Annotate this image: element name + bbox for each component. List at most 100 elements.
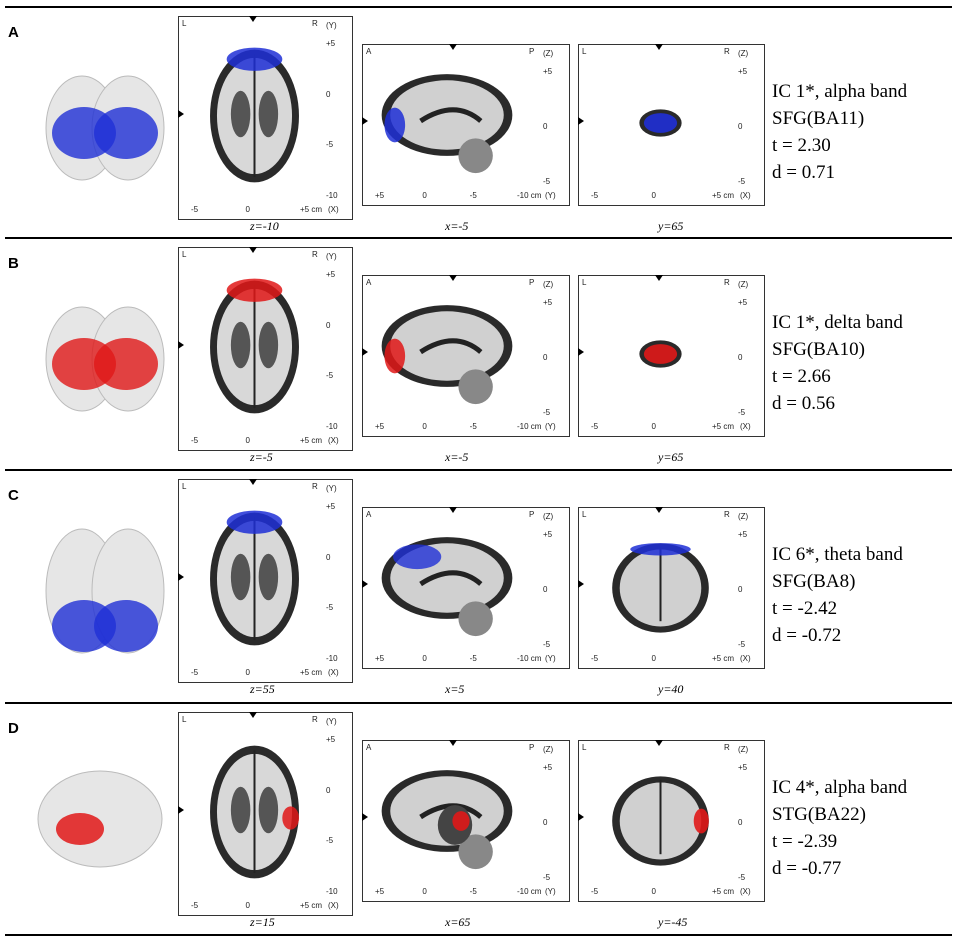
slice-marker-top [654, 740, 663, 746]
y-tick-label: -5 [326, 371, 334, 381]
y-tick-label: 0 [543, 353, 548, 362]
axis-label-horizontal: (Y) [545, 191, 556, 200]
axis-label-vertical: (Y) [326, 717, 337, 726]
axial-slice-caption: z=-5 [250, 450, 273, 464]
y-tick-label: +5 [326, 270, 336, 279]
x-tick-label: 0 [245, 436, 250, 445]
x-tick-label: 0 [422, 887, 427, 896]
x-tick-label: 0 [651, 422, 656, 431]
figure-row-b: B L R (Y) (X) +5 0 -5 -10 -5 0 +5 cm A P (Z) (Y) +5 0 -5 +5… [0, 239, 957, 467]
slice-marker-left [362, 813, 368, 821]
x-tick-label: -5 [469, 887, 477, 896]
sagittal-view-panel: A P (Z) (Y) +5 0 -5 +5 0 -5 -10 cm [362, 275, 570, 437]
panel-letter: B [8, 255, 19, 272]
y-tick-label: 0 [326, 785, 331, 795]
x-tick-label: +5 cm [712, 422, 735, 431]
top-rule [5, 6, 952, 8]
sagittal-brain-slice [381, 305, 513, 405]
y-tick-label: 0 [326, 89, 331, 99]
slice-marker-top [248, 16, 257, 22]
axis-label-vertical: (Y) [326, 484, 337, 493]
axis-label-vertical: (Z) [738, 512, 749, 521]
y-tick-label: -5 [738, 873, 746, 882]
x-tick-label: +5 cm [300, 436, 323, 445]
figure-row-d: D L R (Y) (X) +5 0 -5 -10 -5 0 +5 cm A P (Z) (Y) +5 0 -5 +5… [0, 704, 957, 932]
y-tick-label: -5 [543, 640, 551, 649]
x-tick-label: +5 cm [300, 901, 323, 910]
orientation-label-left: L [182, 19, 187, 28]
x-tick-label: -5 [469, 654, 477, 663]
axis-label-vertical: (Z) [543, 280, 554, 289]
region-label: SFG(BA11) [772, 108, 865, 129]
axis-label-horizontal: (X) [740, 191, 751, 200]
slice-marker-left [578, 813, 584, 821]
x-tick-label: -5 [591, 422, 599, 431]
y-tick-label: -5 [738, 640, 746, 649]
effect-size: d = -0.77 [772, 858, 842, 879]
x-tick-label: -5 [191, 668, 199, 677]
row-divider [5, 237, 952, 239]
orientation-label-left: L [182, 250, 187, 259]
orientation-label-left: L [582, 278, 587, 287]
x-tick-label: +5 cm [300, 205, 323, 214]
y-tick-label: -10 [326, 422, 338, 431]
slice-marker-top [449, 507, 457, 513]
orientation-label-left: A [366, 510, 372, 519]
y-tick-label: 0 [738, 585, 743, 594]
figure-row-a: A L R (Y) (X) +5 0 -5 -10 -5 0 +5 cm A P (Z) (Y) +5 0 -5 +5… [0, 8, 957, 236]
x-tick-label: -5 [191, 436, 199, 445]
x-tick-label: -5 [191, 205, 199, 214]
x-tick-label: 0 [245, 901, 250, 910]
y-tick-label: +5 [738, 67, 748, 76]
axial-view-panel: L R (Y) (X) +5 0 -5 -10 -5 0 +5 cm [178, 712, 353, 916]
axial-slice-caption: z=15 [250, 915, 275, 929]
orientation-label-left: A [366, 47, 372, 56]
row-divider [5, 702, 952, 704]
slice-marker-top [449, 740, 457, 746]
slice-marker-left [178, 806, 184, 814]
x-tick-label: -5 [191, 901, 199, 910]
slice-marker-left [362, 580, 368, 588]
component-stats: IC 4*, alpha band STG(BA22) t = -2.39 d = -… [772, 774, 907, 882]
sagittal-view-panel: A P (Z) (Y) +5 0 -5 +5 0 -5 -10 cm [362, 740, 570, 902]
slice-marker-top [248, 479, 257, 485]
y-tick-label: 0 [543, 585, 548, 594]
x-tick-label: 0 [651, 191, 656, 200]
slice-marker-left [362, 348, 368, 356]
x-tick-label: +5 cm [300, 668, 323, 677]
region-label: SFG(BA8) [772, 571, 856, 592]
axis-label-horizontal: (X) [328, 205, 339, 214]
slice-marker-left [178, 110, 184, 118]
y-tick-label: +5 [738, 763, 748, 772]
axis-label-horizontal: (X) [328, 668, 339, 677]
slice-marker-left [578, 348, 584, 356]
axis-label-vertical: (Z) [543, 745, 554, 754]
x-tick-label: 0 [422, 191, 427, 200]
x-tick-label: +5 [375, 654, 385, 663]
sagittal-slice-caption: x=5 [445, 682, 465, 696]
y-tick-label: 0 [326, 320, 331, 330]
slice-marker-top [248, 247, 257, 253]
y-tick-label: -5 [543, 408, 551, 417]
slice-marker-left [362, 117, 368, 125]
x-tick-label: +5 cm [712, 654, 735, 663]
t-statistic: t = -2.42 [772, 598, 838, 619]
x-tick-label: 0 [651, 887, 656, 896]
coronal-view-panel: L R (Z) (X) +5 0 -5 -5 0 +5 cm [578, 507, 765, 669]
axis-label-horizontal: (Y) [545, 887, 556, 896]
effect-size: d = 0.71 [772, 162, 835, 183]
axial-slice-caption: z=-10 [250, 219, 279, 233]
orientation-label-right: R [312, 482, 318, 491]
y-tick-label: 0 [738, 353, 743, 362]
orientation-label-right: P [529, 743, 535, 752]
slice-marker-left [178, 341, 184, 349]
y-tick-label: -5 [738, 408, 746, 417]
orientation-label-right: R [724, 278, 730, 287]
orientation-label-left: L [582, 47, 587, 56]
orientation-label-right: P [529, 278, 535, 287]
x-tick-label: -5 [469, 422, 477, 431]
axis-label-horizontal: (X) [328, 436, 339, 445]
y-tick-label: -5 [543, 873, 551, 882]
y-tick-label: 0 [543, 122, 548, 131]
region-label: STG(BA22) [772, 804, 866, 825]
